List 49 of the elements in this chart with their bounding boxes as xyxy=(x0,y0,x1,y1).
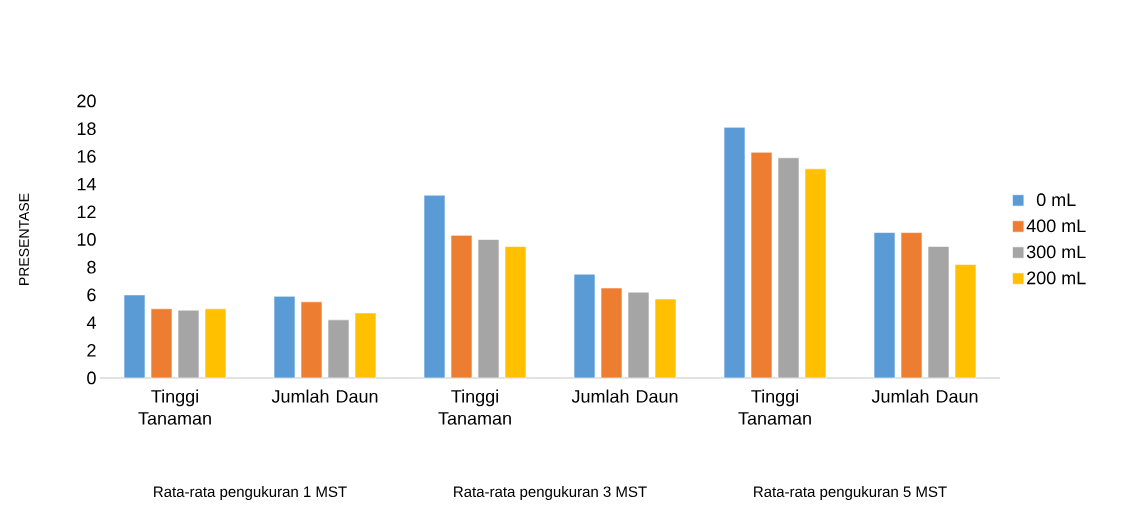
bar xyxy=(873,232,896,379)
bar xyxy=(723,127,746,379)
y-tick-label: 10 xyxy=(77,233,96,246)
text: Rata-rata pengukuran 1 MST xyxy=(154,486,347,500)
bar xyxy=(300,301,323,379)
x-tick-label: Jumlah Daun xyxy=(571,389,678,403)
legend-label: 400 mL xyxy=(1026,219,1086,233)
y-tick-label: 16 xyxy=(77,150,96,163)
bar xyxy=(450,235,473,379)
bar xyxy=(750,151,773,379)
text: Rata-rata pengukuran 3 MST xyxy=(454,486,647,500)
bar xyxy=(900,232,923,379)
y-tick-label: 14 xyxy=(77,177,96,191)
bar xyxy=(423,194,446,379)
bar xyxy=(204,308,227,379)
bar xyxy=(504,246,527,379)
bar xyxy=(273,295,296,379)
bar xyxy=(954,264,977,379)
bar xyxy=(327,319,350,379)
y-tick-label: 12 xyxy=(77,205,96,219)
bar xyxy=(573,273,596,379)
x-tick-label: Tinggi Tanaman xyxy=(138,389,211,425)
y-tick-label: 8 xyxy=(87,260,96,274)
x-tick-label: Tinggi Tanaman xyxy=(438,389,511,425)
bar xyxy=(354,312,377,379)
bar xyxy=(150,308,173,379)
legend-label: 200 mL xyxy=(1027,271,1086,285)
y-tick-label: 20 xyxy=(77,94,96,108)
bar xyxy=(777,157,800,379)
bar xyxy=(600,287,623,379)
x-tick-label: Jumlah Daun xyxy=(871,389,978,403)
y-tick-label: 0 xyxy=(87,371,96,385)
bar xyxy=(804,168,827,379)
legend-label: 300 mL xyxy=(1026,245,1086,259)
y-tick-label: 4 xyxy=(86,316,96,329)
bar xyxy=(654,298,677,379)
x-tick-label: Tinggi Tanaman xyxy=(738,389,811,425)
bar xyxy=(177,309,200,379)
bar xyxy=(627,291,650,379)
legend-label: 0 mL xyxy=(1036,193,1076,207)
bar xyxy=(123,294,146,379)
bar xyxy=(927,246,950,379)
y-tick-label: 18 xyxy=(77,122,96,136)
x-tick-label: Jumlah Daun xyxy=(271,389,378,403)
y-tick-label: 6 xyxy=(87,288,96,302)
y-tick-label: 2 xyxy=(87,344,96,357)
text: Rata-rata pengukuran 5 MST xyxy=(754,486,947,500)
bar xyxy=(477,239,500,379)
y-axis-title: PRESENTASE xyxy=(19,193,29,285)
